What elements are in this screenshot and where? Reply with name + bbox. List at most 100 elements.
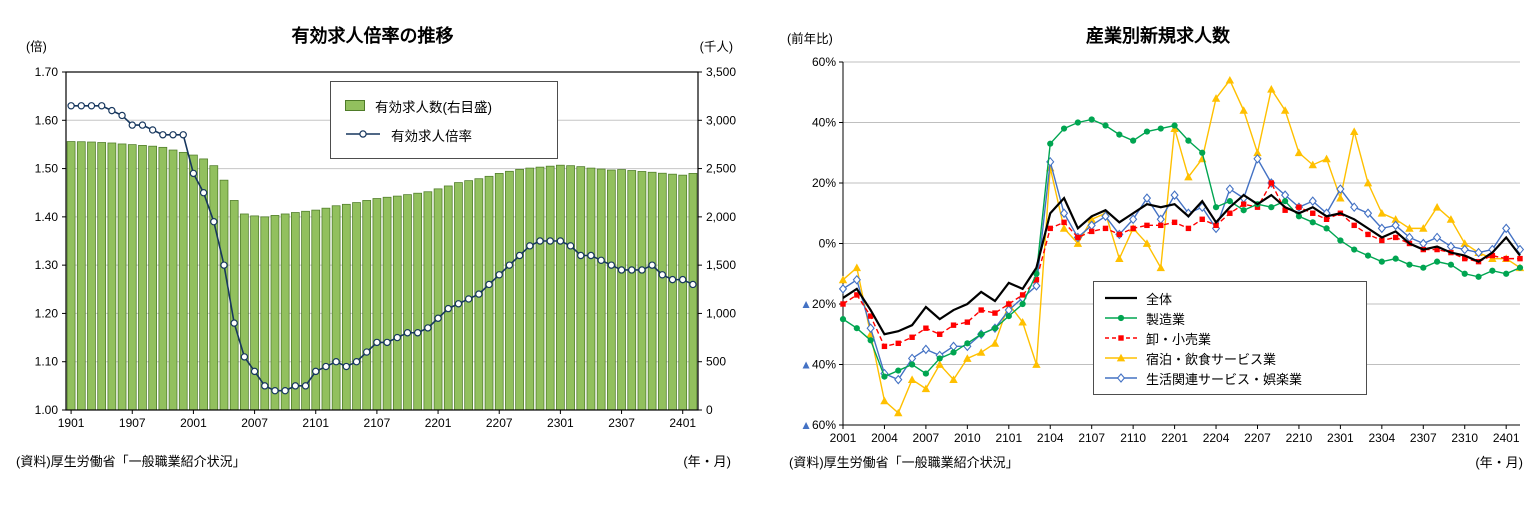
marker-triangle <box>1377 209 1387 217</box>
marker-diamond <box>1419 238 1428 249</box>
ratio-marker <box>485 280 493 289</box>
ratio-marker <box>138 121 147 129</box>
x-tick-label: 2007 <box>241 416 268 430</box>
left-chart-panel: 1.00 1.10 1.20 1.30 1.40 1.50 1.60 1.70 0 500 1,00… <box>0 0 745 511</box>
marker-diamond <box>949 341 958 352</box>
ratio-marker <box>169 131 177 139</box>
marker-triangle <box>1363 178 1373 187</box>
marker-diamond <box>1460 244 1469 255</box>
bar <box>189 154 198 411</box>
marker-square <box>1351 222 1357 229</box>
left-chart-legend: 有効求人数(右目盛) 有効求人倍率 <box>330 81 558 159</box>
marker-diamond <box>1225 184 1234 194</box>
marker-circle <box>1295 213 1303 220</box>
bar <box>607 169 616 411</box>
marker-triangle <box>838 275 848 284</box>
ratio-marker <box>332 358 340 366</box>
legend-item-manufacturing: 製造業 <box>1104 308 1356 328</box>
bar <box>158 146 168 411</box>
x-tick-label: 2101 <box>995 431 1022 445</box>
marker-square <box>881 343 888 350</box>
manufacturing-series-swatch <box>1105 314 1137 322</box>
marker-triangle <box>1115 254 1124 263</box>
x-tick-label: 2010 <box>954 431 981 445</box>
marker-triangle <box>1336 193 1345 202</box>
left-y-tick-label: 1.30 <box>35 258 59 272</box>
ratio-marker <box>617 266 626 274</box>
ratio-marker <box>322 362 330 371</box>
marker-square <box>1006 301 1012 307</box>
bar <box>76 141 86 411</box>
marker-square <box>1047 225 1053 232</box>
right-y-tick-label: 3,000 <box>706 113 736 127</box>
ratio-marker <box>628 266 636 274</box>
x-tick-label: 2201 <box>1161 431 1188 445</box>
life-services-series-label: 生活関連サービス・娯楽業 <box>1146 371 1303 387</box>
ratio-marker <box>220 261 228 269</box>
x-tick-label: 2107 <box>1078 431 1105 445</box>
marker-circle <box>1074 119 1081 126</box>
x-tick-label: 2204 <box>1203 431 1230 445</box>
marker-square <box>950 322 957 328</box>
left-chart-left-axis-unit: (倍) <box>26 40 47 54</box>
marker-square <box>909 334 915 340</box>
marker-circle <box>1047 140 1054 147</box>
y-tick-label: ▲60% <box>800 418 836 432</box>
marker-triangle <box>1211 94 1221 102</box>
line-series-swatch <box>346 130 380 138</box>
ratio-marker <box>444 304 452 313</box>
ratio-marker <box>291 382 300 390</box>
ratio-marker <box>577 251 585 260</box>
ratio-marker <box>475 290 483 298</box>
total-series-label: 全体 <box>1146 291 1173 307</box>
marker-diamond <box>866 323 875 334</box>
marker-circle <box>895 367 902 374</box>
marker-diamond <box>1474 247 1483 258</box>
marker-triangle <box>1239 106 1248 114</box>
x-tick-label: 2001 <box>830 431 857 445</box>
y-tick-label: 60% <box>812 55 836 69</box>
right-chart-legend: 全体 製造業 卸・小売業 宿泊・飲食サービス業 生活関連サービス・娯楽業 <box>1093 281 1367 395</box>
marker-circle <box>1116 131 1123 138</box>
ratio-marker <box>464 295 473 303</box>
marker-diamond <box>1142 193 1152 203</box>
left-chart-right-axis-unit: (千人) <box>699 40 733 54</box>
ratio-marker <box>240 353 249 361</box>
bar <box>525 167 535 411</box>
bar <box>321 207 331 411</box>
marker-square <box>1282 207 1288 213</box>
marker-triangle <box>1032 360 1041 368</box>
ratio-marker <box>679 275 687 284</box>
marker-circle <box>1033 270 1040 277</box>
marker-circle <box>1185 137 1192 144</box>
bar <box>392 195 402 411</box>
marker-circle <box>1117 314 1125 322</box>
x-tick-label: 2101 <box>302 416 329 430</box>
x-tick-label: 2210 <box>1286 431 1313 445</box>
bar <box>311 209 321 411</box>
ratio-marker <box>352 358 361 366</box>
marker-diamond <box>1391 220 1400 231</box>
ratio-marker <box>689 280 697 289</box>
bar <box>66 141 76 411</box>
bar <box>403 194 412 411</box>
marker-circle <box>1199 149 1206 156</box>
marker-triangle <box>1322 154 1331 163</box>
marker-square <box>1185 225 1192 232</box>
marker-square <box>1434 246 1440 253</box>
left-y-tick-label: 1.20 <box>35 306 59 320</box>
marker-circle <box>1447 261 1455 268</box>
bar <box>688 173 698 411</box>
marker-diamond <box>1116 373 1126 383</box>
marker-circle <box>1171 122 1178 129</box>
marker-circle <box>936 355 943 362</box>
marker-circle <box>1364 252 1372 259</box>
bar <box>556 164 565 411</box>
marker-circle <box>1309 219 1316 226</box>
marker-diamond <box>1336 184 1345 194</box>
marker-circle <box>1019 300 1026 308</box>
marker-circle <box>1323 225 1330 232</box>
bar <box>352 202 361 411</box>
x-tick-label: 2401 <box>1493 431 1520 445</box>
bar <box>280 213 290 411</box>
